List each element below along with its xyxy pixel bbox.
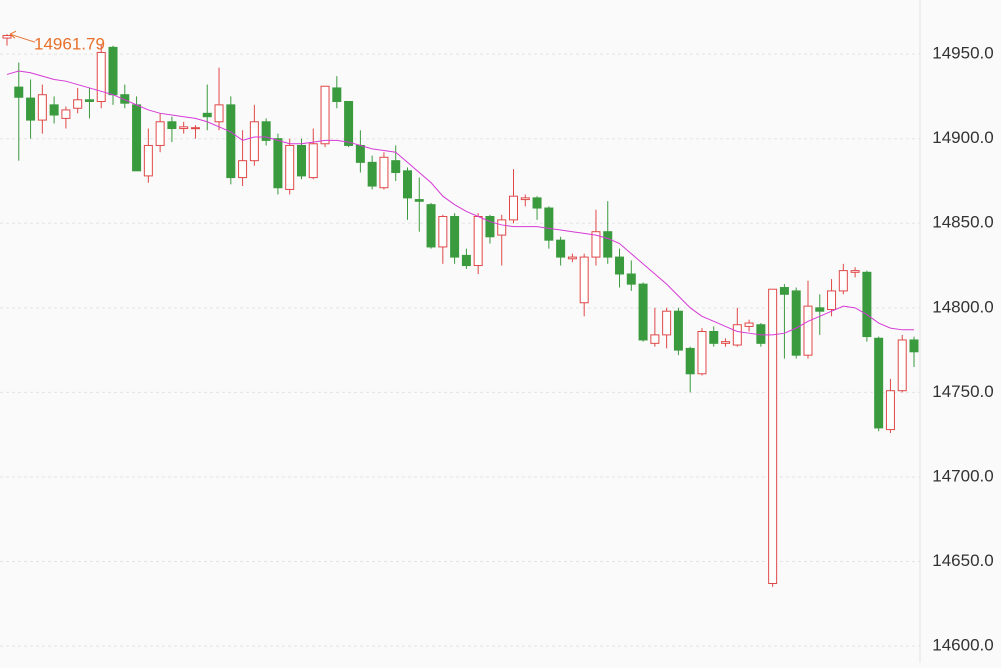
candle-body <box>414 199 424 202</box>
candle-body <box>261 121 271 141</box>
candle-body <box>556 239 566 258</box>
candle-body <box>544 207 554 241</box>
candle-body <box>473 215 483 267</box>
candle-body <box>120 94 130 104</box>
candle-body <box>96 51 106 102</box>
candle-body <box>897 339 907 392</box>
candle-body <box>827 290 837 311</box>
candle-body <box>355 144 365 163</box>
y-tick-label: 14750.0 <box>932 382 993 401</box>
candle-body <box>732 324 742 346</box>
candle-body <box>143 144 153 177</box>
candle-body <box>14 86 24 98</box>
candle-body <box>603 231 613 258</box>
candle-body <box>697 331 707 375</box>
candle-body <box>744 322 754 327</box>
candle-body <box>214 104 224 123</box>
candle-body <box>296 144 306 177</box>
candle-body <box>673 310 683 351</box>
candle-body <box>579 256 589 304</box>
candle-body <box>461 254 471 267</box>
candle-body <box>37 94 47 121</box>
candle-body <box>885 390 895 431</box>
candle-body <box>909 339 919 353</box>
candle-body <box>520 197 530 201</box>
moving-average <box>6 70 914 336</box>
y-tick-label: 14950.0 <box>932 44 993 63</box>
candle-body <box>402 170 412 199</box>
candle-body <box>202 112 212 118</box>
candle-body <box>132 104 142 172</box>
candle-body <box>155 121 165 146</box>
candle-body <box>167 121 177 130</box>
candle-body <box>332 87 342 102</box>
candle-body <box>838 270 848 292</box>
candle-body <box>179 126 189 130</box>
candle-body <box>815 307 825 312</box>
candle-body <box>485 215 495 238</box>
candle-body <box>567 256 577 260</box>
candle-body <box>273 138 283 189</box>
candle-body <box>49 104 59 116</box>
candle-body <box>497 219 507 236</box>
candle-body <box>438 215 448 248</box>
candle-body <box>650 334 660 344</box>
candle-body <box>874 337 884 429</box>
candle-body <box>779 287 789 295</box>
candle-body <box>249 121 259 162</box>
y-tick-label: 14900.0 <box>932 128 993 147</box>
y-tick-label: 14600.0 <box>932 636 993 655</box>
candle-body <box>190 127 200 130</box>
max-arrow <box>9 30 36 43</box>
candle-body <box>685 347 695 375</box>
candle-body <box>26 97 36 121</box>
candle-body <box>391 160 401 174</box>
y-tick-label: 14650.0 <box>932 551 993 570</box>
candle-body <box>591 231 601 258</box>
candle-body <box>238 160 248 179</box>
candle-body <box>450 215 460 258</box>
candle-body <box>850 270 860 273</box>
y-tick-label: 14850.0 <box>932 213 993 232</box>
candle-body <box>84 99 94 102</box>
candle-body <box>379 156 389 189</box>
candle-body <box>320 85 330 145</box>
candle-body <box>108 46 118 96</box>
candle-body <box>367 161 377 187</box>
candle-body <box>285 144 295 190</box>
candle-body <box>626 273 636 285</box>
candle-body <box>862 271 872 338</box>
max-label: 14961.79 <box>34 35 105 54</box>
candle-body <box>426 204 436 248</box>
candle-body <box>308 143 318 179</box>
candle-body <box>638 283 648 341</box>
y-tick-label: 14800.0 <box>932 297 993 316</box>
candle-body <box>615 256 625 275</box>
y-tick-label: 14700.0 <box>932 466 993 485</box>
candle-body <box>662 310 672 336</box>
candle-body <box>791 290 801 356</box>
candle-body <box>709 331 719 344</box>
candle-body <box>226 104 236 179</box>
candle-body <box>61 109 71 119</box>
candle-body <box>509 195 519 221</box>
candle-body <box>73 99 83 109</box>
candle-body <box>721 341 731 344</box>
candle-body <box>344 100 354 146</box>
candle-body <box>2 35 12 39</box>
candle-body <box>532 197 542 209</box>
candle-body <box>768 288 778 585</box>
candle-body <box>803 305 813 356</box>
